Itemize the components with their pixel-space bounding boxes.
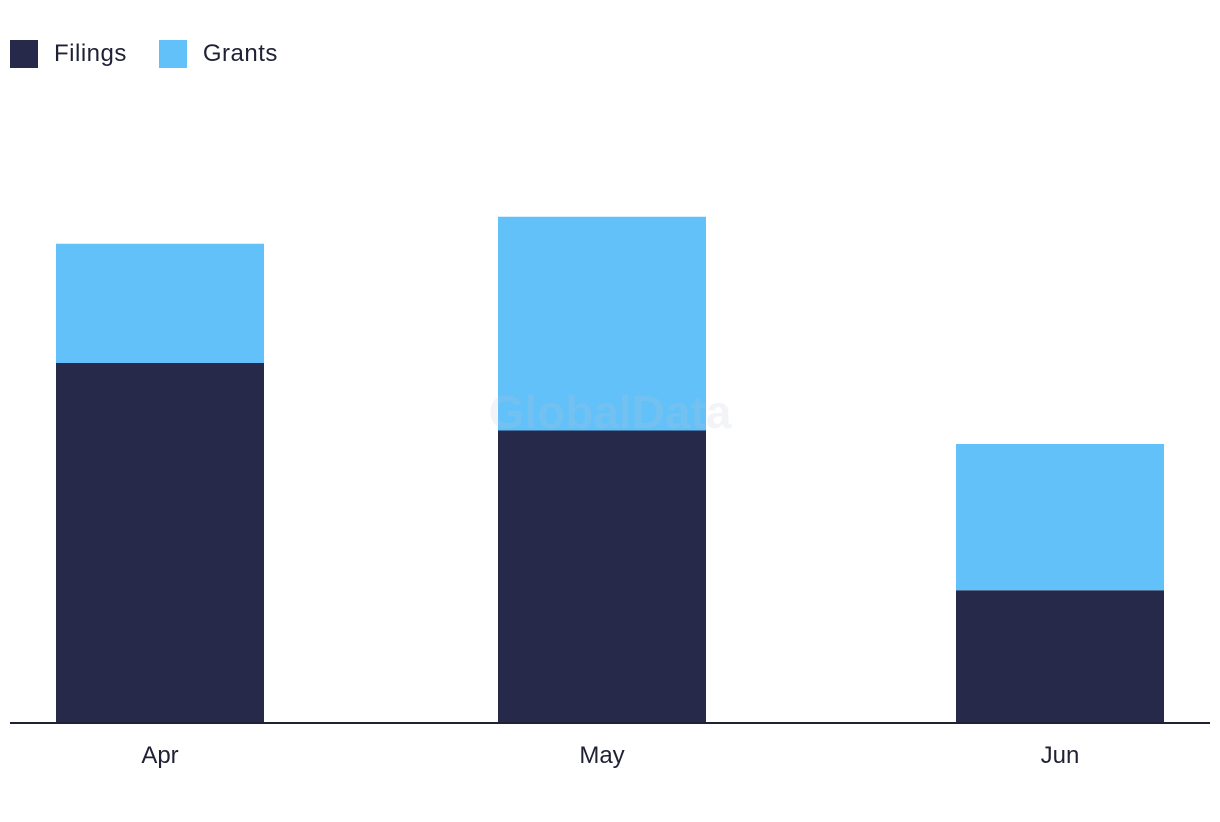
bar-filings-jun <box>956 590 1164 723</box>
bar-filings-apr <box>56 363 264 723</box>
legend-swatch-filings <box>10 40 38 68</box>
legend-item-filings: Filings <box>10 40 127 68</box>
x-tick-apr: Apr <box>141 742 178 769</box>
legend-item-grants: Grants <box>158 40 278 68</box>
x-tick-may: May <box>579 742 624 769</box>
legend-label-grants: Grants <box>202 40 278 67</box>
x-tick-jun: Jun <box>1041 742 1080 769</box>
legend-label-filings: Filings <box>54 40 127 67</box>
bar-grants-apr <box>56 243 264 363</box>
watermark-text: GlobalData <box>489 386 732 438</box>
bar-filings-may <box>498 430 706 723</box>
legend-swatch-grants <box>158 40 187 68</box>
legend: Filings Grants <box>10 40 310 68</box>
bar-grants-jun <box>956 444 1164 591</box>
bar-grants-may <box>498 216 706 431</box>
